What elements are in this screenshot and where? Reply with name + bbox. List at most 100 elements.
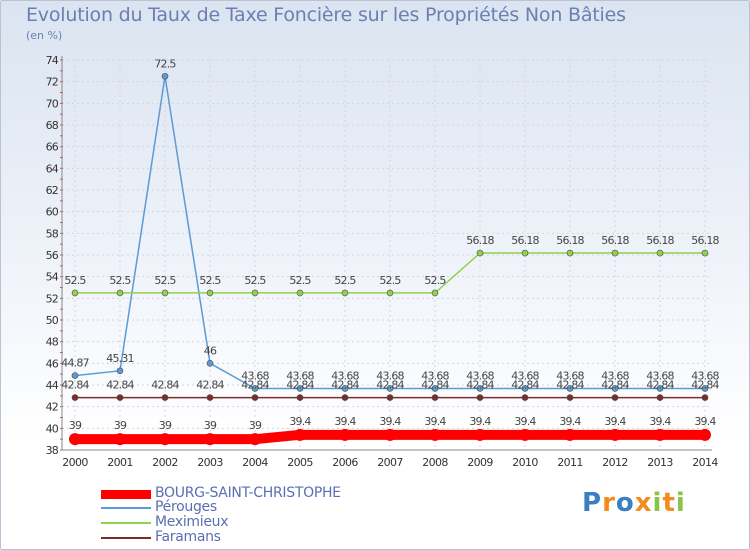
y-tick-label: 62 bbox=[46, 184, 58, 197]
y-tick-label: 64 bbox=[46, 162, 59, 175]
proxiti-logo: Proxiti bbox=[582, 488, 686, 518]
data-point-2 bbox=[566, 249, 574, 257]
data-label-1: 72.5 bbox=[154, 57, 176, 70]
data-label-0: 39 bbox=[204, 419, 217, 432]
y-tick-label: 38 bbox=[46, 444, 59, 457]
data-label-3: 42.84 bbox=[421, 379, 449, 392]
data-point-2 bbox=[341, 289, 349, 297]
data-label-2: 52.5 bbox=[289, 274, 311, 287]
data-point-1 bbox=[656, 385, 664, 392]
data-label-3: 42.84 bbox=[511, 379, 539, 392]
data-point-2 bbox=[431, 289, 439, 297]
data-point-0 bbox=[294, 428, 306, 441]
data-label-3: 42.84 bbox=[241, 379, 269, 392]
data-point-0 bbox=[429, 428, 441, 441]
logo-letter: x bbox=[634, 488, 653, 518]
data-label-2: 52.5 bbox=[379, 274, 401, 287]
data-point-3 bbox=[431, 394, 439, 401]
data-point-0 bbox=[564, 428, 576, 441]
x-tick-label: 2012 bbox=[602, 456, 628, 469]
data-label-2: 52.5 bbox=[109, 274, 131, 287]
data-point-3 bbox=[611, 394, 619, 401]
data-label-0: 39.4 bbox=[649, 415, 671, 428]
data-point-2 bbox=[386, 289, 394, 297]
x-tick-label: 2009 bbox=[467, 456, 493, 469]
data-point-2 bbox=[521, 249, 529, 257]
x-tick-label: 2011 bbox=[557, 456, 583, 469]
data-point-3 bbox=[656, 394, 664, 401]
x-tick-label: 2007 bbox=[377, 456, 403, 469]
data-point-1 bbox=[476, 385, 484, 392]
logo-letter: i bbox=[652, 488, 663, 518]
data-label-1: 43.68 bbox=[421, 369, 449, 382]
data-point-0 bbox=[609, 428, 621, 441]
data-label-3: 42.84 bbox=[61, 379, 89, 392]
logo-letter: t bbox=[662, 488, 676, 518]
data-point-3 bbox=[116, 394, 124, 401]
data-label-2: 56.18 bbox=[511, 234, 539, 247]
x-tick-label: 2013 bbox=[647, 456, 673, 469]
data-label-3: 42.84 bbox=[151, 379, 179, 392]
data-label-3: 42.84 bbox=[556, 379, 584, 392]
data-point-3 bbox=[161, 394, 169, 401]
y-tick-label: 70 bbox=[46, 97, 59, 110]
data-label-0: 39.4 bbox=[559, 415, 581, 428]
data-label-2: 52.5 bbox=[244, 274, 266, 287]
data-point-0 bbox=[114, 433, 126, 446]
legend-label-0: BOURG-SAINT-CHRISTOPHE bbox=[155, 485, 341, 501]
data-point-3 bbox=[566, 394, 574, 401]
legend-swatch-3 bbox=[101, 537, 151, 539]
data-label-0: 39.4 bbox=[334, 415, 356, 428]
data-point-2 bbox=[251, 289, 259, 297]
data-label-2: 52.5 bbox=[334, 274, 356, 287]
y-tick-label: 72 bbox=[46, 76, 58, 89]
data-point-1 bbox=[116, 367, 124, 375]
data-point-1 bbox=[566, 385, 574, 392]
y-tick-label: 46 bbox=[46, 357, 59, 370]
data-label-0: 39.4 bbox=[514, 415, 536, 428]
data-label-1: 44.87 bbox=[61, 357, 89, 370]
chart-title: Evolution du Taux de Taxe Foncière sur l… bbox=[26, 4, 626, 26]
data-label-3: 42.84 bbox=[196, 379, 224, 392]
data-point-0 bbox=[159, 433, 171, 446]
data-label-0: 39.4 bbox=[289, 415, 311, 428]
data-point-0 bbox=[69, 433, 81, 446]
data-label-1: 45.31 bbox=[106, 352, 134, 365]
x-tick-label: 2008 bbox=[422, 456, 448, 469]
data-label-3: 42.84 bbox=[286, 379, 314, 392]
data-point-2 bbox=[476, 249, 484, 257]
data-label-1: 43.68 bbox=[556, 369, 584, 382]
data-label-2: 52.5 bbox=[154, 274, 176, 287]
unit-label: (en %) bbox=[26, 29, 63, 42]
logo-letter: o bbox=[615, 488, 635, 518]
x-tick-label: 2002 bbox=[152, 456, 178, 469]
x-tick-label: 2014 bbox=[692, 456, 718, 469]
y-tick-label: 52 bbox=[46, 292, 58, 305]
data-label-3: 42.84 bbox=[376, 379, 404, 392]
data-point-1 bbox=[341, 385, 349, 392]
data-label-1: 43.68 bbox=[466, 369, 494, 382]
legend-label-1: Pérouges bbox=[155, 499, 217, 515]
data-point-3 bbox=[521, 394, 529, 401]
x-tick-label: 2000 bbox=[62, 456, 88, 469]
y-tick-label: 68 bbox=[46, 119, 59, 132]
data-label-1: 43.68 bbox=[691, 369, 719, 382]
data-label-1: 43.68 bbox=[241, 369, 269, 382]
data-point-3 bbox=[296, 394, 304, 401]
data-point-1 bbox=[206, 360, 214, 367]
y-tick-label: 60 bbox=[46, 206, 59, 219]
data-point-2 bbox=[161, 289, 169, 297]
legend-label-3: Faramans bbox=[155, 529, 221, 545]
data-point-0 bbox=[204, 433, 216, 446]
data-label-1: 43.68 bbox=[286, 369, 314, 382]
logo-letter: i bbox=[675, 488, 686, 518]
data-label-0: 39.4 bbox=[694, 415, 716, 428]
logo-letter: r bbox=[602, 488, 616, 518]
data-point-2 bbox=[296, 289, 304, 297]
y-tick-label: 56 bbox=[46, 249, 59, 262]
y-tick-label: 40 bbox=[46, 422, 59, 435]
data-point-0 bbox=[654, 428, 666, 441]
data-point-1 bbox=[701, 385, 709, 392]
